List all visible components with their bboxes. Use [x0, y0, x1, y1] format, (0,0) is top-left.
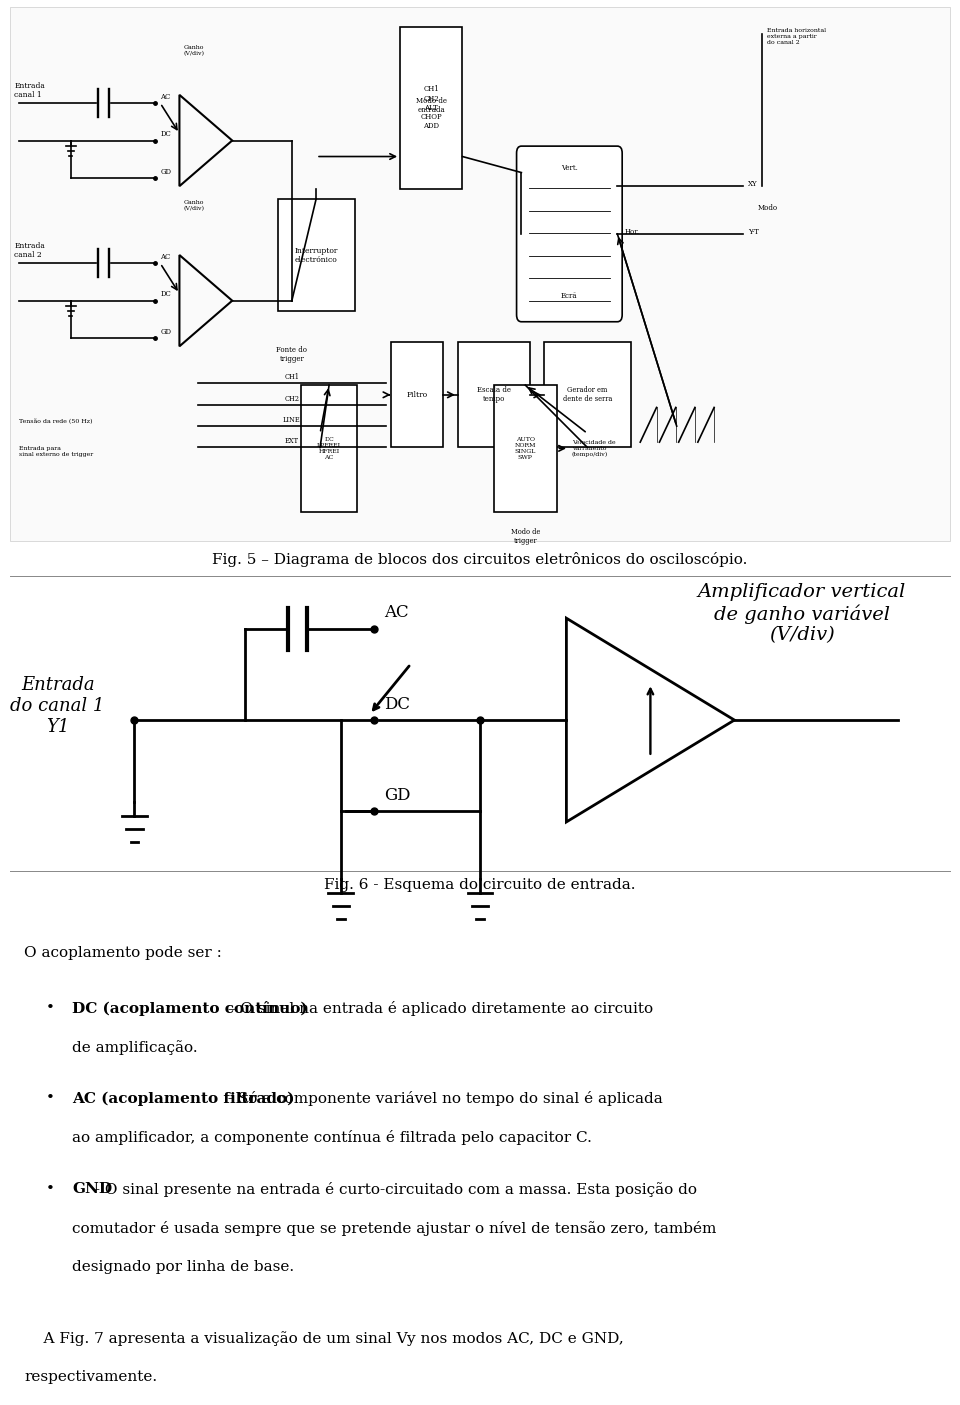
Text: CH1: CH1: [284, 374, 300, 381]
Text: LINE: LINE: [283, 416, 300, 424]
Text: - O sinal presente na entrada é curto-circuitado com a massa. Esta posição do: - O sinal presente na entrada é curto-ci…: [90, 1182, 697, 1197]
Text: Entrada
do canal 1
Y1: Entrada do canal 1 Y1: [11, 676, 105, 736]
FancyBboxPatch shape: [516, 146, 622, 322]
Text: DC (acoplamento contínuo): DC (acoplamento contínuo): [72, 1000, 307, 1016]
Text: - Só a componente variável no tempo do sinal é aplicada: - Só a componente variável no tempo do s…: [223, 1092, 663, 1106]
Text: Fig. 5 – Diagrama de blocos dos circuitos eletrônicos do osciloscópio.: Fig. 5 – Diagrama de blocos dos circuito…: [212, 552, 748, 568]
Text: Entrada horizontal
externa a partir
do canal 2: Entrada horizontal externa a partir do c…: [767, 28, 827, 45]
Text: AC (acoplamento filtrado): AC (acoplamento filtrado): [72, 1092, 295, 1106]
Text: Filtro: Filtro: [406, 391, 427, 399]
Text: •: •: [46, 1182, 55, 1196]
Text: Velocidade de
varrimento
(tempo/div): Velocidade de varrimento (tempo/div): [572, 440, 615, 457]
Text: AC: AC: [384, 604, 409, 621]
Text: XY: XY: [748, 180, 758, 188]
Text: comutador é usada sempre que se pretende ajustar o nível de tensão zero, também: comutador é usada sempre que se pretende…: [72, 1221, 716, 1236]
Text: Fonte do
trigger: Fonte do trigger: [276, 346, 307, 364]
Text: O acoplamento pode ser :: O acoplamento pode ser :: [24, 946, 222, 960]
Text: CH1
CH2
ALT
CHOP
ADD: CH1 CH2 ALT CHOP ADD: [420, 86, 442, 131]
Text: Entrada para
sinal externo de trigger: Entrada para sinal externo de trigger: [19, 445, 93, 457]
Text: ao amplificador, a componente contínua é filtrada pelo capacitor C.: ao amplificador, a componente contínua é…: [72, 1131, 592, 1145]
Text: Vert.: Vert.: [561, 164, 578, 171]
Text: Amplificador vertical
de ganho variável
(V/div): Amplificador vertical de ganho variável …: [698, 583, 905, 645]
Text: Escala de
tempo: Escala de tempo: [477, 386, 511, 403]
Text: A Fig. 7 apresenta a visualização de um sinal Vy nos modos AC, DC e GND,: A Fig. 7 apresenta a visualização de um …: [24, 1331, 624, 1346]
Text: Entrada
canal 1: Entrada canal 1: [14, 81, 45, 98]
Text: DC: DC: [160, 131, 171, 138]
Text: Ecrã: Ecrã: [561, 292, 578, 301]
Text: Y-T: Y-T: [748, 228, 759, 236]
Text: AUTO
NORM
SINGL
SWP: AUTO NORM SINGL SWP: [515, 437, 536, 459]
Text: de amplificação.: de amplificação.: [72, 1040, 198, 1055]
Text: Fig. 6 - Esquema do circuito de entrada.: Fig. 6 - Esquema do circuito de entrada.: [324, 878, 636, 892]
FancyBboxPatch shape: [277, 200, 354, 312]
Text: Ganho
(V/div): Ganho (V/div): [183, 45, 204, 56]
FancyBboxPatch shape: [400, 27, 463, 188]
Text: Ganho
(V/div): Ganho (V/div): [183, 200, 204, 211]
Text: CH2: CH2: [284, 395, 300, 403]
Text: Entrada
canal 2: Entrada canal 2: [14, 242, 45, 259]
Text: Hor.: Hor.: [625, 228, 640, 236]
FancyBboxPatch shape: [544, 341, 631, 447]
FancyBboxPatch shape: [301, 385, 357, 511]
Text: Modo de
entrada: Modo de entrada: [416, 97, 446, 114]
Text: Modo de
trigger: Modo de trigger: [511, 528, 540, 545]
Text: •: •: [46, 1092, 55, 1106]
Text: respectivamente.: respectivamente.: [24, 1370, 157, 1384]
FancyBboxPatch shape: [10, 7, 950, 541]
Text: GD: GD: [160, 167, 171, 176]
FancyBboxPatch shape: [458, 341, 530, 447]
Text: Interruptor
electrónico: Interruptor electrónico: [295, 246, 338, 264]
Text: GD: GD: [384, 787, 411, 804]
Text: DC: DC: [160, 291, 171, 298]
Text: Gerador em
dente de serra: Gerador em dente de serra: [563, 386, 612, 403]
Text: DC
LPFREI
HFREI
AC: DC LPFREI HFREI AC: [317, 437, 341, 459]
Text: designado por linha de base.: designado por linha de base.: [72, 1260, 294, 1274]
Text: GD: GD: [160, 327, 171, 336]
Text: •: •: [46, 1000, 55, 1014]
Text: – O sinal na entrada é aplicado diretamente ao circuito: – O sinal na entrada é aplicado diretame…: [223, 1000, 654, 1016]
Text: Tensão da rede (50 Hz): Tensão da rede (50 Hz): [19, 419, 92, 424]
Text: DC: DC: [384, 695, 410, 712]
Text: AC: AC: [160, 253, 171, 261]
Text: AC: AC: [160, 93, 171, 101]
Text: Modo: Modo: [757, 204, 778, 212]
FancyBboxPatch shape: [494, 385, 557, 511]
Text: EXT: EXT: [285, 437, 299, 445]
FancyBboxPatch shape: [391, 341, 444, 447]
Text: GND: GND: [72, 1182, 112, 1196]
